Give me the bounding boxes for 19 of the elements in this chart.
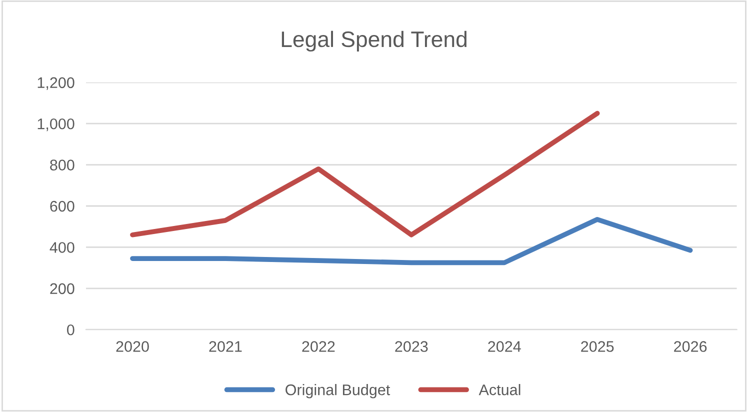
line-series	[130, 110, 600, 238]
y-tick-label: 1,000	[38, 118, 74, 132]
y-tick-label: 600	[50, 200, 74, 212]
legend-label: Actual	[478, 384, 520, 396]
y-tick-label: 200	[50, 283, 74, 294]
line-series	[130, 216, 693, 266]
x-tick-label: 2025	[581, 341, 614, 352]
chart-title: Legal Spend Trend	[282, 30, 466, 52]
x-tick-label: 2022	[302, 341, 335, 352]
x-tick-label: 2024	[488, 341, 521, 352]
y-tick-label: 400	[50, 242, 74, 253]
x-tick-label: 2021	[209, 341, 242, 352]
y-tick-label: 800	[50, 160, 74, 170]
y-tick-label: 1,200	[38, 77, 74, 90]
y-tick-label: 0	[67, 324, 74, 336]
x-tick-label: 2023	[395, 341, 428, 352]
legend-label: Original Budget	[286, 384, 390, 398]
x-tick-label: 2026	[674, 341, 707, 352]
x-tick-label: 2020	[116, 341, 149, 352]
